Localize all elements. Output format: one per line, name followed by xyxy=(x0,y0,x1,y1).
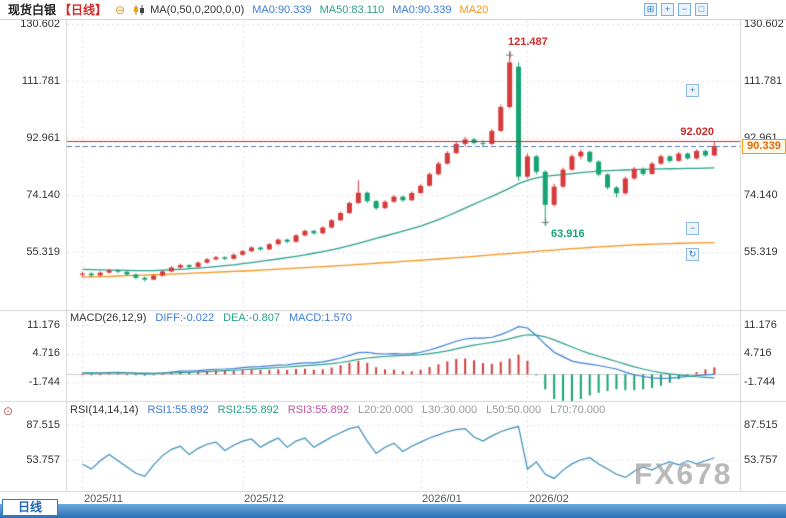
timeframe-label: 【日线】 xyxy=(59,3,108,17)
y-axis-label: 11.176 xyxy=(744,319,777,331)
grid-icon[interactable]: ⊞ xyxy=(644,3,657,16)
rsi-l30-value: L30:30.000 xyxy=(422,404,478,416)
time-axis-label: 2025/12 xyxy=(244,493,284,505)
ma0-value: MA0:90.339 xyxy=(252,3,312,16)
chart-header: 现货白银 【日线】 ⊖ MA(0,50,0,200,0,0) MA0:90.33… xyxy=(0,0,786,20)
zoom-in-icon[interactable]: + xyxy=(661,3,674,16)
y-axis-label: 87.515 xyxy=(26,419,60,431)
time-axis-label: 2026/01 xyxy=(422,493,462,505)
y-axis-label: 92.961 xyxy=(26,132,60,144)
time-axis-label: 2026/02 xyxy=(529,493,569,505)
chart-reset-icon[interactable]: ↻ xyxy=(686,248,699,261)
y-axis-label: -1.744 xyxy=(744,376,776,388)
ma50-value: MA50:83.110 xyxy=(319,3,385,16)
rsi-l70-value: L70:70.000 xyxy=(550,404,606,416)
bottom-bar xyxy=(0,504,786,518)
y-axis-label: 74.140 xyxy=(744,189,778,201)
high-annotation: 121.487 xyxy=(508,36,548,48)
y-axis-label: 111.781 xyxy=(744,75,783,87)
dea-value: DEA:-0.807 xyxy=(223,312,280,324)
rsi-l50-value: L50:50.000 xyxy=(486,404,542,416)
rsi2-value: RSI2:55.892 xyxy=(217,404,279,416)
y-axis-label: 53.757 xyxy=(26,454,60,466)
y-axis-label: 111.781 xyxy=(21,75,60,87)
y-axis-label: 11.176 xyxy=(27,319,60,331)
y-axis-label: 55.319 xyxy=(744,246,778,258)
y-axis-label: -1.744 xyxy=(28,376,60,388)
rsi-title: RSI(14,14,14) xyxy=(70,404,139,416)
timeframe-tab[interactable]: 日线 xyxy=(2,499,58,516)
rsi3-value: RSI3:55.892 xyxy=(287,404,349,416)
ma-settings-icon[interactable] xyxy=(133,4,145,16)
y-axis-label: 53.757 xyxy=(744,454,778,466)
y-axis-label: 130.602 xyxy=(744,18,784,30)
rsi1-value: RSI1:55.892 xyxy=(147,404,209,416)
chart-zoom-out-icon[interactable]: − xyxy=(686,222,699,235)
resistance-price-label: 92.020 xyxy=(680,126,714,138)
macd-label-row: MACD(26,12,9) DIFF:-0.022 DEA:-0.807 MAC… xyxy=(70,312,352,324)
header-toolbar: ⊞ + − □ xyxy=(644,3,708,16)
low-annotation: 63.916 xyxy=(551,228,585,240)
ma0b-value: MA0:90.339 xyxy=(392,3,452,16)
current-price-badge: 90.339 xyxy=(742,139,786,154)
diff-value: DIFF:-0.022 xyxy=(155,312,215,324)
y-axis-label: 4.716 xyxy=(744,347,772,359)
ma-settings-label: MA(0,50,0,200,0,0) xyxy=(150,3,245,16)
y-axis-label: 55.319 xyxy=(26,246,60,258)
y-axis-label: 4.716 xyxy=(32,347,60,359)
macd-title: MACD(26,12,9) xyxy=(70,312,147,324)
fullscreen-icon[interactable]: □ xyxy=(695,3,708,16)
watermark: FX678 xyxy=(634,458,733,491)
chart-zoom-in-icon[interactable]: + xyxy=(686,84,699,97)
ma20-value: MA20 xyxy=(459,3,489,16)
rsi-label-row: RSI(14,14,14) RSI1:55.892 RSI2:55.892 RS… xyxy=(70,404,605,416)
y-axis-label: 130.602 xyxy=(20,18,60,30)
y-axis-label: 74.140 xyxy=(26,189,60,201)
rsi-l20-value: L20:20.000 xyxy=(357,404,414,416)
macd-value: MACD:1.570 xyxy=(288,312,352,324)
indicator-settings-icon[interactable]: ⊙ xyxy=(3,404,14,418)
zoom-out-icon[interactable]: − xyxy=(678,3,691,16)
y-axis-label: 87.515 xyxy=(744,419,778,431)
time-axis-label: 2025/11 xyxy=(84,493,123,505)
collapse-icon[interactable]: ⊖ xyxy=(115,2,126,17)
symbol-label: 现货白银 xyxy=(8,3,57,17)
